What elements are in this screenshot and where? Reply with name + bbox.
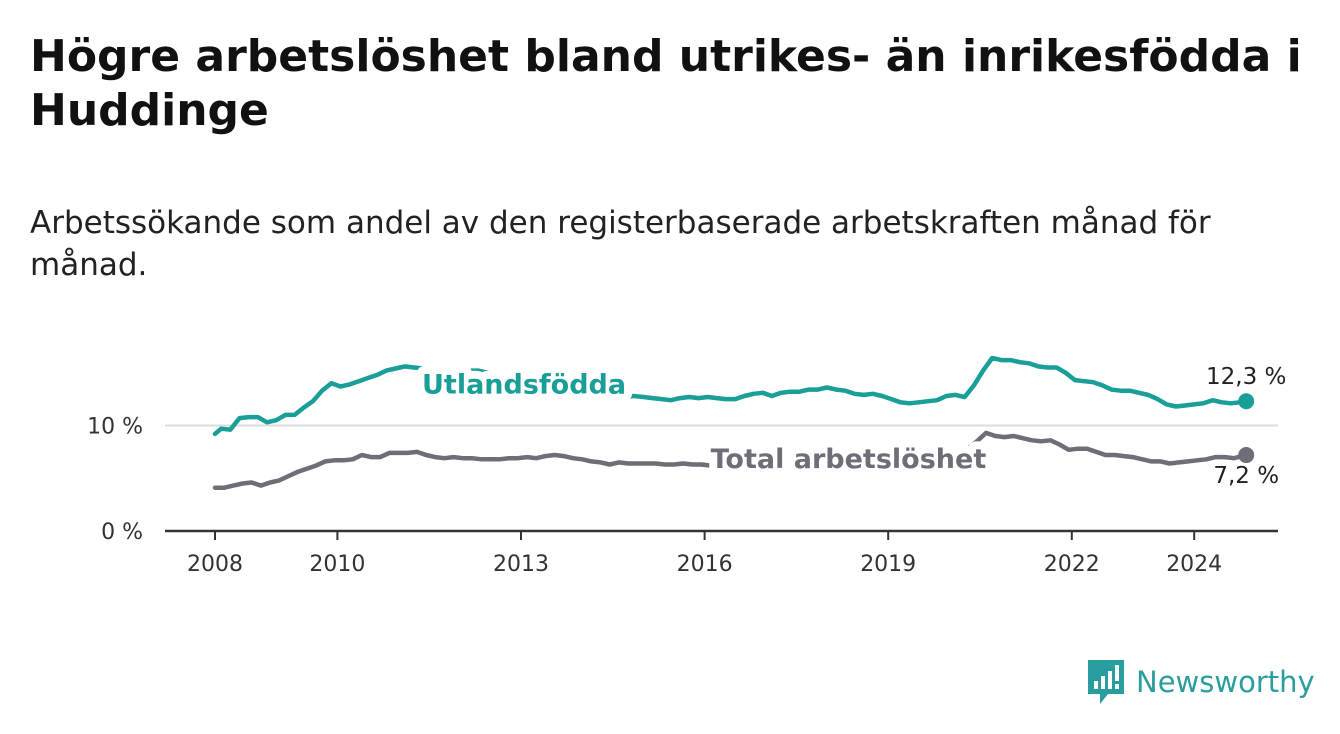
end-label-utlandsfodda: 12,3 % (1206, 364, 1286, 390)
brand-name: Newsworthy (1136, 665, 1315, 699)
x-tick-label: 2024 (1166, 552, 1222, 577)
x-tick-label: 2010 (309, 552, 365, 577)
series-line-total (212, 430, 1249, 490)
chart-subtitle: Arbetssökande som andel av den registerb… (30, 205, 1211, 283)
series-label-utlandsfodda: Utlandsfödda (422, 369, 626, 400)
y-tick-label: 0 % (101, 520, 143, 545)
end-point-utlandsfodda (1238, 393, 1255, 410)
x-tick-label: 2008 (187, 552, 243, 577)
series-line-utlandsfodda (212, 355, 1249, 437)
series-label-total: Total arbetslöshet (711, 444, 987, 475)
line-chart: 0 % 10 % 2008 2010 2013 2016 2019 2022 2024 Utla… (87, 355, 1286, 577)
x-tick-label: 2022 (1044, 552, 1100, 577)
newsworthy-logo-icon (1088, 660, 1124, 704)
end-label-total: 7,2 % (1213, 463, 1279, 489)
chart-title: Högre arbetslöshet bland utrikes- än inr… (30, 31, 1302, 136)
y-tick-label: 10 % (87, 415, 143, 440)
x-tick-label: 2019 (860, 552, 916, 577)
x-tick-label: 2016 (677, 552, 733, 577)
brand-logo: Newsworthy (1088, 660, 1315, 704)
end-point-total (1238, 447, 1255, 464)
x-tick-label: 2013 (493, 552, 549, 577)
